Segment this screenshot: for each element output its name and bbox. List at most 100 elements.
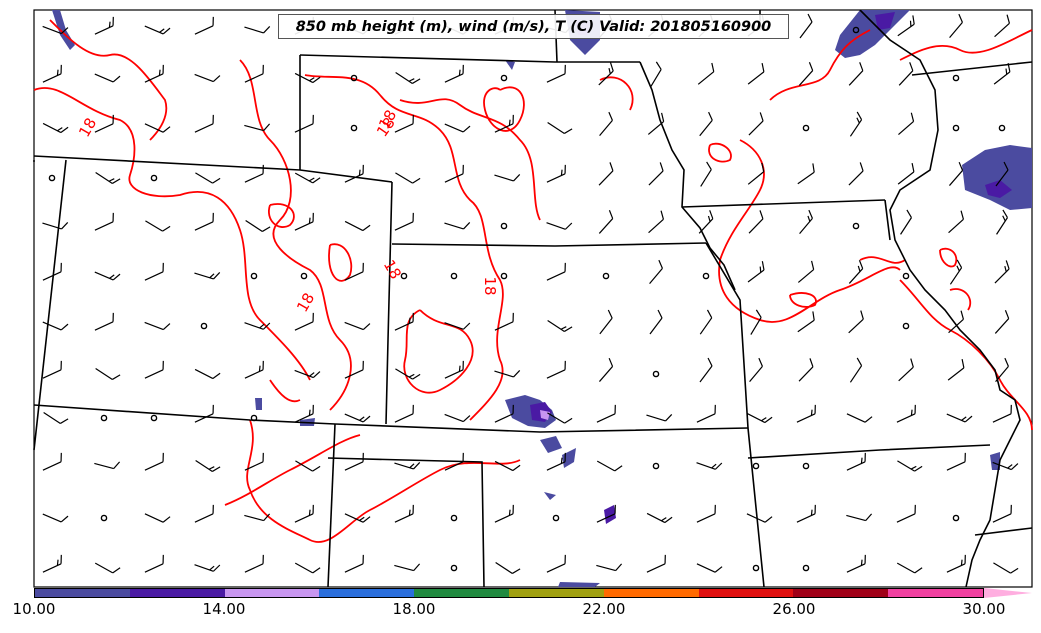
wind-barb (697, 62, 715, 85)
temperature-contour (33, 87, 311, 381)
wind-barb (898, 62, 914, 86)
calm-wind-circle (802, 462, 810, 470)
wind-barb (849, 357, 863, 383)
wind-barb (344, 554, 364, 573)
wind-speed-region (875, 12, 895, 30)
wind-barb (849, 111, 863, 137)
wind-barb (796, 404, 816, 423)
wind-barb (946, 452, 966, 471)
state-border-line (747, 444, 991, 459)
wind-barb (546, 222, 573, 230)
wind-barb (344, 413, 371, 423)
colorbar (34, 588, 984, 598)
wind-barb (699, 309, 713, 335)
wind-barb (94, 461, 121, 470)
colorbar-segment (508, 589, 604, 597)
wind-barb (42, 25, 69, 35)
wind-barb (995, 357, 1009, 383)
wind-barb (444, 222, 471, 230)
wind-barb (294, 312, 314, 331)
wind-barb (546, 262, 566, 281)
wind-barb (244, 26, 271, 34)
calm-wind-circle (952, 514, 960, 522)
wind-barb (748, 112, 764, 136)
calm-wind-circle (48, 174, 56, 182)
calm-wind-circle (250, 414, 258, 422)
wind-barb (394, 504, 414, 523)
temperature-contour (708, 142, 732, 163)
wind-barb (95, 368, 121, 380)
wind-barb (546, 360, 566, 379)
temperature-contour (246, 419, 521, 543)
wind-barb (194, 73, 221, 83)
wind-barb (42, 513, 69, 523)
state-border-line (859, 9, 1021, 588)
wind-barb (900, 209, 912, 235)
wind-barb (294, 114, 314, 133)
wind-barb (144, 262, 164, 281)
wind-barb (896, 504, 916, 523)
wind-barb (244, 554, 264, 573)
wind-barb (648, 162, 664, 186)
wind-barb (596, 504, 616, 523)
state-border-line (33, 404, 336, 425)
wind-barb (993, 562, 1019, 574)
wind-barb (748, 210, 764, 234)
wind-barb (294, 172, 321, 184)
wind-barb (194, 272, 221, 280)
wind-barb (846, 554, 866, 573)
wind-barb (598, 62, 614, 86)
colorbar-segment (319, 589, 415, 597)
wind-barb (395, 72, 421, 84)
temperature-contour (239, 59, 352, 411)
wind-barb (698, 210, 714, 234)
wind-barb (444, 322, 471, 330)
wind-barb (144, 321, 171, 331)
wind-barb (42, 64, 62, 83)
wind-barbs (42, 13, 1019, 574)
wind-barb (294, 72, 321, 84)
state-border-line (884, 199, 891, 241)
wind-barb (646, 512, 673, 524)
colorbar-tick-label: 14.00 (202, 600, 246, 618)
wind-barb (444, 164, 464, 183)
state-border-line (639, 61, 736, 291)
wind-barb (494, 174, 521, 182)
wind-speed-region (52, 10, 75, 50)
wind-barb (494, 504, 514, 523)
state-border-line (385, 181, 393, 425)
wind-barb (994, 14, 1011, 38)
wind-barb (746, 412, 773, 424)
wind-barb (546, 554, 566, 573)
wind-speed-region (544, 492, 556, 500)
wind-speed-region (604, 505, 616, 524)
wind-barb (42, 122, 69, 134)
wind-barb (244, 513, 271, 522)
calm-wind-circle (852, 26, 860, 34)
wind-barb (992, 461, 1019, 471)
wind-barb (949, 259, 963, 285)
wind-barb (896, 404, 916, 423)
wind-barb (244, 322, 271, 330)
wind-barb (993, 62, 1011, 85)
calm-wind-circle (752, 564, 760, 572)
wind-barb (444, 413, 471, 423)
wind-barb (195, 460, 221, 472)
temperature-contour (269, 379, 301, 403)
state-border-line (299, 54, 640, 63)
wind-barb (995, 161, 1009, 187)
wind-barb (94, 562, 121, 574)
wind-barb (848, 62, 864, 86)
calm-wind-circle (500, 74, 508, 82)
wind-barb (649, 309, 663, 335)
wind-barb (897, 162, 915, 185)
temperature-contours (33, 19, 1033, 543)
temperature-contour (304, 74, 504, 421)
wind-barb (144, 452, 164, 471)
colorbar-segment (888, 589, 983, 597)
temperature-contour (483, 86, 525, 132)
wind-barb (846, 513, 873, 522)
wind-barb (696, 462, 723, 470)
calm-wind-circle (150, 174, 158, 182)
wind-barb (144, 513, 171, 523)
